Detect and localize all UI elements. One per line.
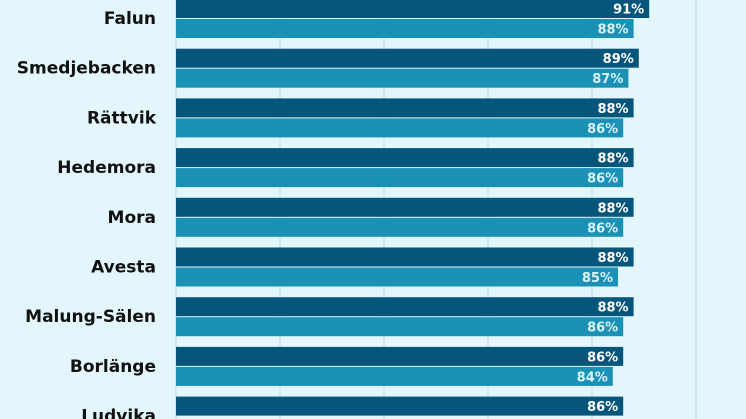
bar [176,197,634,217]
bar [176,168,624,188]
value-label: 91% [613,3,644,18]
value-label: 88% [597,301,628,316]
value-label: 89% [603,52,634,67]
category-label: Falun [104,9,156,29]
labels: Falun 91% 88% Smedjebacken 89% 87% Rättvik 88% 8… [17,3,644,419]
category-label: Hedemora [57,158,156,178]
bar [176,0,650,18]
bar [176,68,629,88]
bar [176,346,624,366]
bar [176,19,634,38]
bar [176,297,634,317]
value-label: 88% [597,102,628,117]
bar [176,217,624,237]
bar [176,48,639,68]
value-label: 85% [582,271,613,286]
value-label: 86% [587,221,618,236]
category-label: Smedjebacken [17,59,156,79]
bar [176,98,634,118]
bars [176,0,650,416]
bar [176,118,624,138]
value-label: 88% [597,152,628,167]
bar [176,396,624,416]
category-label: Mora [108,208,156,228]
bar [176,247,634,267]
value-label: 88% [597,201,628,216]
value-label: 86% [587,350,618,365]
bar [176,267,618,287]
value-label: 86% [587,321,618,336]
category-label: Avesta [91,258,156,278]
value-label: 86% [587,122,618,137]
bar [176,148,634,168]
category-label: Borlänge [70,357,156,377]
value-label: 86% [587,172,618,187]
value-label: 88% [597,251,628,266]
category-label: Ludvika [81,407,156,419]
bar [176,366,613,386]
category-label: Rättvik [87,108,157,128]
value-label: 84% [577,370,608,385]
value-label: 86% [587,400,618,415]
value-label: 87% [592,72,623,87]
bar [176,317,624,337]
category-label: Malung-Sälen [25,307,156,327]
value-label: 88% [597,23,628,38]
